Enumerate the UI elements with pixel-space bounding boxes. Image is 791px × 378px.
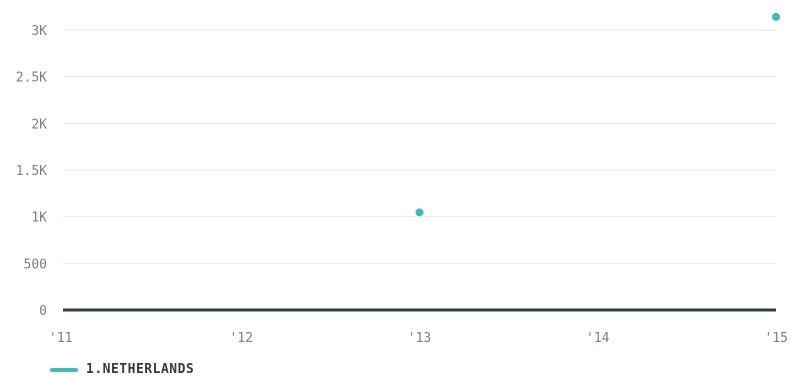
grid-lines (63, 29, 776, 264)
x-tick-label: '11 (49, 331, 72, 346)
x-tick-label: '14 (586, 331, 610, 346)
x-tick-label: '15 (765, 331, 788, 346)
y-tick-label: 1.5K (16, 164, 47, 179)
y-tick-label: 3K (31, 24, 47, 39)
legend-label: 1.NETHERLANDS (86, 362, 195, 377)
y-tick-label: 1K (31, 211, 47, 226)
x-axis-ticks: '11 '12 '13 '14 '15 (49, 331, 788, 346)
data-points (414, 11, 781, 218)
y-tick-label: 2K (31, 117, 47, 132)
legend-swatch (50, 367, 78, 372)
y-tick-label: 500 (24, 257, 47, 272)
y-tick-label: 2.5K (16, 71, 47, 86)
y-tick-label: 0 (39, 304, 47, 319)
x-tick-label: '12 (230, 331, 253, 346)
y-axis-ticks: 0 500 1K 1.5K 2K 2.5K 3K (16, 24, 47, 319)
legend: 1.NETHERLANDS (50, 362, 194, 377)
data-point[interactable] (771, 11, 781, 22)
data-point[interactable] (414, 207, 425, 218)
x-tick-label: '13 (408, 331, 431, 346)
